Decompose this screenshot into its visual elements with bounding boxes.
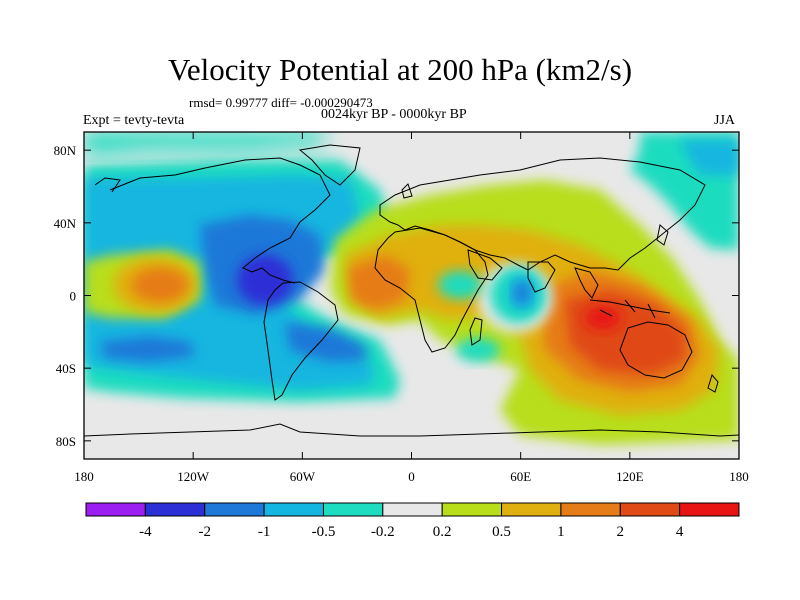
y-tick-label: 80N [54, 143, 77, 158]
coast-australia [619, 321, 693, 379]
colorbar-label: 4 [676, 524, 684, 540]
coast-north-america [109, 157, 331, 284]
colorbar-label: 0.2 [433, 524, 452, 540]
colorbar-label: 0.5 [492, 524, 511, 540]
colorbar-swatch [85, 502, 146, 517]
contour-pos-1-africa [348, 255, 410, 310]
colorbar-swatch [204, 502, 265, 517]
x-tick-label: 180 [729, 469, 749, 484]
y-tick-label: 0 [70, 289, 77, 304]
x-tick-label: 60E [510, 469, 531, 484]
colorbar-swatch [560, 502, 621, 517]
contour-pos-4-indian-ocean [585, 306, 621, 330]
coast-maritime-continent [589, 299, 671, 319]
contour-neg-0p5-arctic-east [680, 140, 739, 175]
contour-neg-2-central-america [237, 255, 293, 305]
colorbar-swatch [501, 502, 562, 517]
y-tick-label: 40N [54, 216, 77, 231]
y-tick-label: 40S [56, 361, 76, 376]
colorbar-swatch [441, 502, 503, 517]
stats-line: rmsd= 0.99777 diff= -0.000290473 [189, 95, 373, 110]
coast-southeast-asia [574, 267, 599, 299]
coast-india [527, 261, 556, 293]
y-tick-label: 80S [56, 434, 76, 449]
contour-neg-0p2-arctic-west [84, 132, 330, 155]
x-axis: 180 120W 60W 0 60E 120E 180 [74, 132, 749, 484]
colorbar-label: 2 [617, 524, 625, 540]
colorbar-label: -0.5 [312, 524, 336, 540]
experiment-label: Expt = tevty-tevta [83, 113, 185, 128]
season-label: JJA [714, 113, 736, 128]
contour-neg-0p2-madagascar [456, 338, 500, 362]
colorbar-swatch [144, 502, 206, 517]
colorbar-label: -1 [258, 524, 271, 540]
coast-eurasia [379, 157, 706, 271]
period-line: 0024kyr BP - 0000kyr BP [321, 107, 467, 122]
colorbar: -4 -2 -1 -0.5 -0.2 0.2 0.5 1 2 4 [85, 502, 740, 540]
coast-new-zealand [707, 373, 719, 393]
colorbar-swatch [322, 502, 384, 517]
coast-south-america [263, 281, 339, 401]
negative-regions [84, 160, 400, 402]
x-tick-label: 120W [177, 469, 210, 484]
colorbar-label: 1 [557, 524, 565, 540]
coast-madagascar [469, 317, 483, 346]
contour-pos-1-north-pacific [132, 268, 188, 302]
colorbar-label: -2 [198, 524, 211, 540]
northern-bands [84, 132, 739, 250]
colorbar-swatch [679, 502, 740, 517]
map-title: Velocity Potential at 200 hPa (km2/s) [167, 52, 633, 87]
coastlines [84, 144, 739, 437]
colorbar-swatch [382, 502, 443, 517]
contour-neg-0p2-east-africa [438, 271, 482, 299]
x-tick-label: 180 [74, 469, 94, 484]
coast-africa [374, 227, 489, 353]
colorbar-swatch [619, 502, 681, 517]
coast-antarctica [84, 423, 739, 437]
coast-alaska [94, 177, 121, 193]
colorbar-label: -0.2 [371, 524, 395, 540]
x-tick-label: 120E [616, 469, 644, 484]
coast-uk [401, 183, 413, 199]
x-tick-label: 60W [290, 469, 316, 484]
indian-ocean-negative [438, 263, 553, 362]
colorbar-label: -4 [139, 524, 152, 540]
coast-greenland [298, 144, 361, 186]
contour-neg-1-south-atlantic [285, 322, 368, 362]
coast-japan [656, 224, 669, 246]
colorbar-swatch [263, 502, 324, 517]
y-axis: 80N 40N 0 40S 80S [54, 143, 739, 449]
contour-neg-1-south-pacific [100, 336, 195, 362]
contour-neg-2-arabian [514, 282, 530, 304]
coast-arabia [467, 249, 503, 281]
contour-field [84, 132, 739, 459]
x-tick-label: 0 [408, 469, 415, 484]
